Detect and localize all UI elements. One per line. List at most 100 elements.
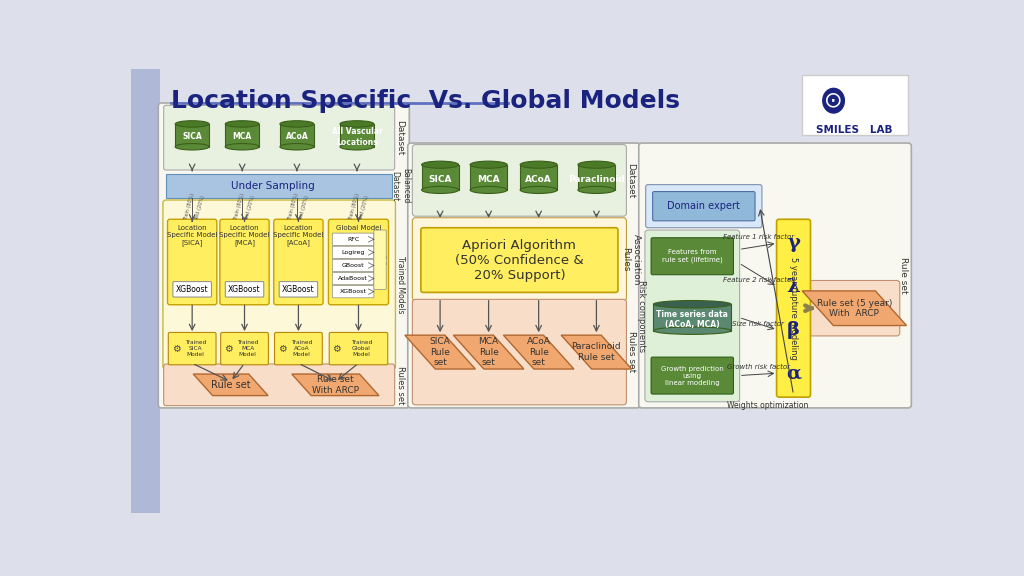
Text: Rule set
With ARCP: Rule set With ARCP — [312, 375, 358, 395]
Text: Size risk factor: Size risk factor — [732, 321, 784, 327]
Ellipse shape — [578, 161, 614, 168]
Text: XGBoost: XGBoost — [176, 285, 209, 294]
FancyBboxPatch shape — [651, 357, 733, 394]
Text: Under Sampling: Under Sampling — [231, 181, 315, 191]
FancyBboxPatch shape — [168, 332, 216, 365]
Ellipse shape — [175, 143, 209, 150]
Text: ACoA: ACoA — [525, 175, 552, 184]
FancyBboxPatch shape — [333, 259, 374, 272]
FancyBboxPatch shape — [413, 300, 627, 405]
Ellipse shape — [422, 187, 459, 194]
Text: Location
Specific Model
[MCA]: Location Specific Model [MCA] — [219, 225, 269, 246]
Polygon shape — [802, 291, 906, 325]
Bar — [175, 124, 209, 147]
Bar — [166, 174, 392, 199]
Polygon shape — [404, 335, 475, 369]
FancyBboxPatch shape — [421, 228, 617, 293]
FancyBboxPatch shape — [220, 332, 268, 365]
Text: Time series data
(ACoA, MCA): Time series data (ACoA, MCA) — [656, 310, 728, 329]
Text: Train (80%): Train (80%) — [348, 193, 359, 221]
Bar — [802, 75, 908, 135]
Ellipse shape — [470, 187, 507, 194]
Text: Trained
SICA
Model: Trained SICA Model — [184, 340, 206, 357]
FancyBboxPatch shape — [333, 246, 374, 259]
Text: SMILES   LAB: SMILES LAB — [816, 125, 893, 135]
Polygon shape — [504, 335, 573, 369]
FancyBboxPatch shape — [164, 105, 394, 170]
Text: SICA
Rule
set: SICA Rule set — [430, 337, 451, 367]
Bar — [470, 165, 507, 190]
FancyBboxPatch shape — [220, 219, 269, 305]
FancyBboxPatch shape — [274, 332, 323, 365]
FancyBboxPatch shape — [413, 218, 627, 301]
Text: AdaBoost: AdaBoost — [338, 276, 368, 281]
Bar — [280, 124, 313, 147]
Text: All Vascular
Locations: All Vascular Locations — [332, 127, 382, 147]
FancyBboxPatch shape — [173, 282, 211, 297]
Ellipse shape — [175, 121, 209, 127]
Text: ACoA
Rule
set: ACoA Rule set — [526, 337, 551, 367]
Text: γ: γ — [787, 234, 800, 252]
Text: Rules set: Rules set — [395, 366, 404, 404]
Ellipse shape — [225, 143, 259, 150]
Text: Location
Specific Model
[SICA]: Location Specific Model [SICA] — [167, 225, 217, 246]
Text: ⚙: ⚙ — [224, 344, 232, 354]
Ellipse shape — [470, 161, 507, 168]
Text: Soft
Voting: Soft Voting — [375, 251, 385, 269]
Ellipse shape — [422, 161, 459, 168]
Ellipse shape — [280, 121, 313, 127]
Text: Trained Models: Trained Models — [395, 256, 404, 313]
Text: ⊙: ⊙ — [824, 90, 843, 111]
Text: Domain expert: Domain expert — [668, 201, 740, 211]
Bar — [225, 124, 259, 147]
Ellipse shape — [340, 143, 374, 150]
Bar — [520, 165, 557, 190]
Text: α: α — [786, 364, 801, 382]
Ellipse shape — [578, 187, 614, 194]
Text: Weights optimization: Weights optimization — [727, 401, 808, 410]
FancyBboxPatch shape — [651, 238, 733, 275]
Text: Location Specific  Vs. Global Models: Location Specific Vs. Global Models — [171, 89, 680, 113]
Text: Rule set: Rule set — [211, 380, 251, 390]
Text: Rule set (5 year)
With  ARCP: Rule set (5 year) With ARCP — [817, 298, 892, 318]
Text: Global Model
[Ensemble]: Global Model [Ensemble] — [336, 225, 381, 239]
Text: Paraclinoid
Rule set: Paraclinoid Rule set — [571, 342, 622, 362]
Text: Trained
ACoA
Model: Trained ACoA Model — [291, 340, 312, 357]
Ellipse shape — [225, 121, 259, 127]
Text: ACoA: ACoA — [286, 132, 308, 142]
Text: Rules set: Rules set — [627, 331, 636, 373]
Text: Test (20%): Test (20%) — [244, 195, 255, 221]
Text: MCA: MCA — [477, 175, 500, 184]
Text: Dataset: Dataset — [395, 120, 404, 156]
Ellipse shape — [340, 121, 374, 127]
Text: SICA: SICA — [428, 175, 452, 184]
Text: 5 year rupture modeling: 5 year rupture modeling — [790, 257, 798, 359]
Text: Growth risk factor: Growth risk factor — [727, 364, 790, 370]
Text: Trained
Global
Model: Trained Global Model — [351, 340, 373, 357]
Text: Paraclinoid: Paraclinoid — [568, 175, 625, 184]
Text: Rule set: Rule set — [899, 257, 908, 294]
Text: Association
Rules: Association Rules — [622, 233, 641, 285]
Text: Logireg: Logireg — [341, 250, 365, 255]
Text: Train (80%): Train (80%) — [233, 193, 245, 221]
Bar — [340, 124, 374, 147]
FancyBboxPatch shape — [639, 143, 911, 408]
FancyBboxPatch shape — [333, 233, 374, 245]
Text: Trained
MCA
Model: Trained MCA Model — [237, 340, 258, 357]
Bar — [578, 165, 614, 190]
FancyBboxPatch shape — [413, 145, 627, 216]
FancyBboxPatch shape — [776, 219, 810, 397]
FancyBboxPatch shape — [374, 230, 386, 289]
Text: SICA: SICA — [182, 132, 202, 142]
FancyBboxPatch shape — [164, 364, 394, 406]
Text: Features from
rule set (lifetime): Features from rule set (lifetime) — [662, 249, 723, 263]
Bar — [131, 69, 160, 513]
FancyBboxPatch shape — [168, 219, 217, 305]
Text: Test (20%): Test (20%) — [194, 195, 205, 221]
Text: Balanced
Dataset: Balanced Dataset — [390, 168, 410, 204]
Text: XGBoost: XGBoost — [282, 285, 314, 294]
FancyBboxPatch shape — [330, 332, 388, 365]
Text: λ: λ — [786, 278, 801, 295]
FancyBboxPatch shape — [329, 219, 388, 305]
Ellipse shape — [823, 88, 845, 113]
